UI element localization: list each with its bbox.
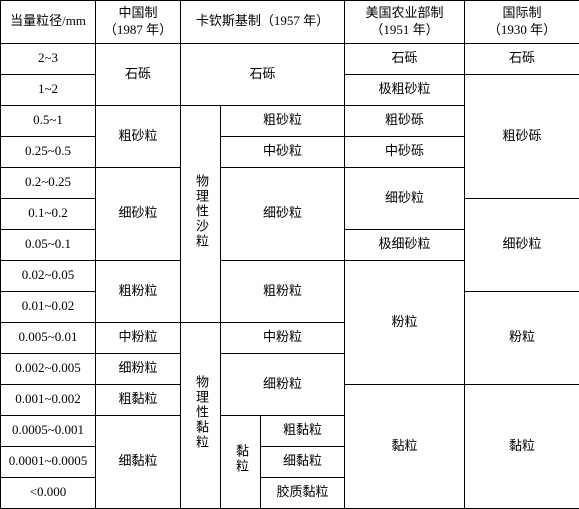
size-cell: 0.0001~0.0005 — [1, 446, 96, 477]
kq-cell: 细黏粒 — [261, 446, 345, 477]
kq-cell: 粗砂粒 — [221, 105, 345, 136]
us-cell: 黏粒 — [345, 384, 465, 508]
us-cell: 石砾 — [345, 43, 465, 74]
size-cell: 0.001~0.002 — [1, 384, 96, 415]
size-cell: 0.25~0.5 — [1, 136, 96, 167]
size-cell: 0.01~0.02 — [1, 291, 96, 322]
us-cell: 中砂砾 — [345, 136, 465, 167]
cn-cell: 石砾 — [96, 43, 181, 105]
size-cell: 1~2 — [1, 74, 96, 105]
size-cell: 0.02~0.05 — [1, 260, 96, 291]
header-intl: 国际制 （1930 年） — [465, 1, 579, 44]
header-kachinsky: 卡钦斯基制（1957 年） — [181, 1, 345, 44]
header-usda: 美国农业部制 （1951 年） — [345, 1, 465, 44]
cn-cell: 细砂粒 — [96, 167, 181, 260]
kq-physical-clay: 物理性黏粒 — [192, 375, 209, 450]
size-cell: 2~3 — [1, 43, 96, 74]
intl-cell: 粉粒 — [465, 291, 579, 384]
header-intl-l2: （1930 年） — [488, 22, 556, 37]
size-cell: 0.005~0.01 — [1, 322, 96, 353]
intl-cell: 细砂粒 — [465, 198, 579, 291]
us-cell: 粉粒 — [345, 260, 465, 384]
cn-cell: 中粉粒 — [96, 322, 181, 353]
cn-cell: 细粉粒 — [96, 353, 181, 384]
kq-cell: 粗粉粒 — [221, 260, 345, 322]
table-header-row: 当量粒径/mm 中国制 （1987 年） 卡钦斯基制（1957 年） 美国农业部… — [1, 1, 579, 44]
kq-cell: 石砾 — [181, 43, 345, 105]
kq-cell: 细砂粒 — [221, 167, 345, 260]
header-china-l1: 中国制 — [118, 5, 157, 20]
kq-group-cell: 物理性黏粒 — [181, 322, 221, 508]
header-size: 当量粒径/mm — [1, 1, 96, 44]
us-cell: 极粗砂粒 — [345, 74, 465, 105]
size-cell: 0.05~0.1 — [1, 229, 96, 260]
us-cell: 粗砂砾 — [345, 105, 465, 136]
soil-classification-table: 当量粒径/mm 中国制 （1987 年） 卡钦斯基制（1957 年） 美国农业部… — [0, 0, 579, 509]
header-intl-l1: 国际制 — [503, 5, 542, 20]
table-row: 2~3 石砾 石砾 石砾 石砾 — [1, 43, 579, 74]
cn-cell: 粗黏粒 — [96, 384, 181, 415]
kq-group-cell: 物理性沙粒 — [181, 105, 221, 322]
kq-physical-sand: 物理性沙粒 — [192, 174, 209, 249]
us-cell: 极细砂粒 — [345, 229, 465, 260]
kq-clay-vert: 黏粒 — [232, 444, 249, 474]
header-usda-l1: 美国农业部制 — [366, 5, 444, 20]
intl-cell: 黏粒 — [465, 384, 579, 508]
cn-cell: 粗粉粒 — [96, 260, 181, 322]
size-cell: 0.1~0.2 — [1, 198, 96, 229]
kq-cell: 粗黏粒 — [261, 415, 345, 446]
header-china-l2: （1987 年） — [104, 22, 172, 37]
kq-cell: 中砂粒 — [221, 136, 345, 167]
intl-cell: 粗砂砾 — [465, 74, 579, 198]
size-cell: 0.5~1 — [1, 105, 96, 136]
cn-cell: 粗砂粒 — [96, 105, 181, 167]
header-china: 中国制 （1987 年） — [96, 1, 181, 44]
header-usda-l2: （1951 年） — [370, 22, 438, 37]
kq-subgroup-cell: 黏粒 — [221, 415, 261, 508]
us-cell: 细砂粒 — [345, 167, 465, 229]
size-cell: 0.0005~0.001 — [1, 415, 96, 446]
kq-cell: 中粉粒 — [221, 322, 345, 353]
size-cell: 0.002~0.005 — [1, 353, 96, 384]
intl-cell: 石砾 — [465, 43, 579, 74]
size-cell: <0.000 — [1, 477, 96, 508]
kq-cell: 细粉粒 — [221, 353, 345, 415]
size-cell: 0.2~0.25 — [1, 167, 96, 198]
cn-cell: 细黏粒 — [96, 415, 181, 508]
kq-cell: 胶质黏粒 — [261, 477, 345, 508]
